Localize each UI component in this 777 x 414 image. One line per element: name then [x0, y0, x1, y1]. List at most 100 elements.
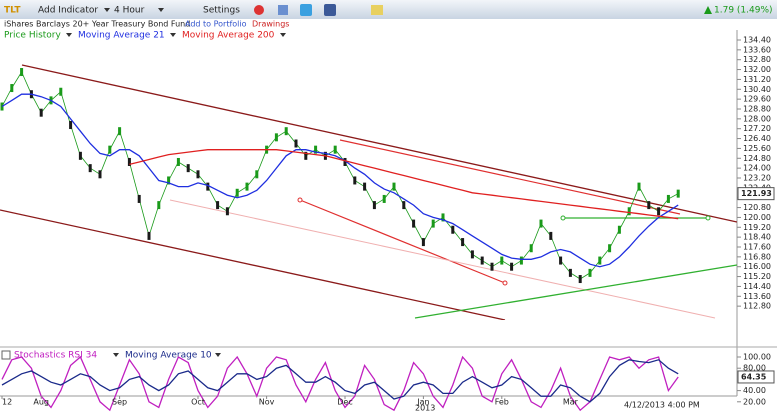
y-tick-label: 113.60: [743, 292, 771, 301]
current-value-box: [737, 187, 775, 201]
price-bar: [147, 231, 151, 240]
symbol[interactable]: TLT: [4, 6, 21, 16]
note-icon[interactable]: [371, 5, 383, 15]
trend-line: [414, 264, 737, 319]
add-to-portfolio[interactable]: Add to Portfolio: [185, 20, 247, 29]
dropdown-arrow[interactable]: [104, 8, 110, 12]
price-bar: [647, 201, 651, 210]
y-tick-label: 20.00: [743, 397, 766, 406]
dropdown-arrow[interactable]: [215, 353, 221, 357]
price-bar: [108, 145, 112, 154]
dropdown-arrow[interactable]: [66, 33, 72, 37]
y-tick-label: 123.20: [743, 173, 771, 182]
settings[interactable]: Settings: [203, 6, 240, 16]
pane-icon[interactable]: [1, 350, 11, 360]
price-bar: [500, 256, 504, 265]
price-bar: [314, 145, 318, 154]
dropdown-arrow[interactable]: [158, 8, 164, 12]
price-bar: [216, 201, 220, 210]
price-bar: [363, 182, 367, 191]
price-bar: [10, 84, 14, 93]
x-tick-label: Mar: [563, 398, 579, 407]
price-bar: [88, 164, 92, 173]
y-tick-label: 124.80: [743, 154, 771, 163]
y-tick-label: 112.80: [743, 302, 771, 311]
trend-line: [299, 199, 506, 284]
y-tick-label: 128.80: [743, 104, 771, 113]
price-bar: [127, 157, 131, 166]
y-tick-label: 80.00: [743, 364, 766, 373]
dropdown-arrow[interactable]: [280, 33, 286, 37]
drawings[interactable]: Drawings: [252, 20, 289, 29]
price-bar: [78, 151, 82, 160]
y-tick-label: 132.00: [743, 65, 771, 74]
price-bar: [98, 170, 102, 179]
price-bar: [578, 275, 582, 284]
anchor: [502, 280, 508, 286]
price-bar: [196, 170, 200, 179]
price-bar: [608, 244, 612, 253]
price-bar: [529, 244, 533, 253]
price-bar: [549, 231, 553, 240]
y-tick-label: 128.00: [743, 114, 771, 123]
price-bar: [382, 194, 386, 203]
price-bar: [441, 213, 445, 222]
price-bar: [519, 256, 523, 265]
legend-entry[interactable]: Stochastics RSI 34: [14, 351, 97, 361]
price-bar: [470, 250, 474, 259]
series-line: [1, 71, 679, 280]
price-bar: [421, 238, 425, 247]
price-bar: [676, 189, 680, 198]
price-bar: [20, 68, 24, 77]
dropdown-arrow[interactable]: [170, 33, 176, 37]
up-arrow: [704, 6, 712, 14]
price-bar: [402, 201, 406, 210]
y-tick-label: 129.60: [743, 95, 771, 104]
dropdown-arrow[interactable]: [113, 353, 119, 357]
price-bar: [353, 176, 357, 185]
twitter-icon[interactable]: [300, 4, 312, 16]
price-bar: [39, 108, 43, 117]
y-tick-label: 119.20: [743, 223, 771, 232]
price-bar: [588, 268, 592, 277]
y-tick-label: 117.60: [743, 242, 771, 251]
x-tick-label: Sep: [112, 398, 127, 407]
drawings-layer: [0, 64, 737, 320]
y-tick-label: 131.20: [743, 75, 771, 84]
legend-entry[interactable]: Price History: [4, 31, 62, 41]
price-bar: [343, 157, 347, 166]
series-line: [129, 149, 679, 220]
facebook-icon[interactable]: [324, 4, 336, 16]
legend-entry[interactable]: Moving Average 10: [125, 351, 212, 361]
price-bar: [451, 225, 455, 234]
price-bar: [284, 127, 288, 136]
legend-entry[interactable]: Moving Average 21: [78, 31, 165, 41]
price-bar: [176, 157, 180, 166]
price-bar: [294, 139, 298, 148]
price-bar: [431, 219, 435, 228]
price-bar: [657, 207, 661, 216]
price-bar: [510, 262, 514, 271]
x-tick-label: Oct: [191, 398, 205, 407]
price-bar: [167, 176, 171, 185]
anchor: [297, 197, 303, 203]
series-line: [1, 359, 679, 403]
legend-entry[interactable]: Moving Average 200: [182, 31, 275, 41]
interval[interactable]: 4 Hour: [114, 6, 145, 16]
price-bar: [568, 268, 572, 277]
trend-line: [21, 64, 737, 223]
trend-line: [0, 209, 506, 320]
alert-icon[interactable]: [254, 5, 264, 15]
y-tick-label: 130.40: [743, 85, 771, 94]
change: 1.79 (1.49%): [714, 6, 773, 16]
add-indicator[interactable]: Add Indicator: [38, 6, 98, 16]
anchor: [560, 215, 566, 221]
plot-layer: [0, 68, 680, 412]
price-bar: [490, 262, 494, 271]
x-tick-label: Aug: [33, 398, 49, 407]
price-bar: [0, 102, 4, 111]
price-bar: [69, 121, 73, 130]
price-bar: [637, 182, 641, 191]
print-icon[interactable]: [278, 5, 288, 15]
